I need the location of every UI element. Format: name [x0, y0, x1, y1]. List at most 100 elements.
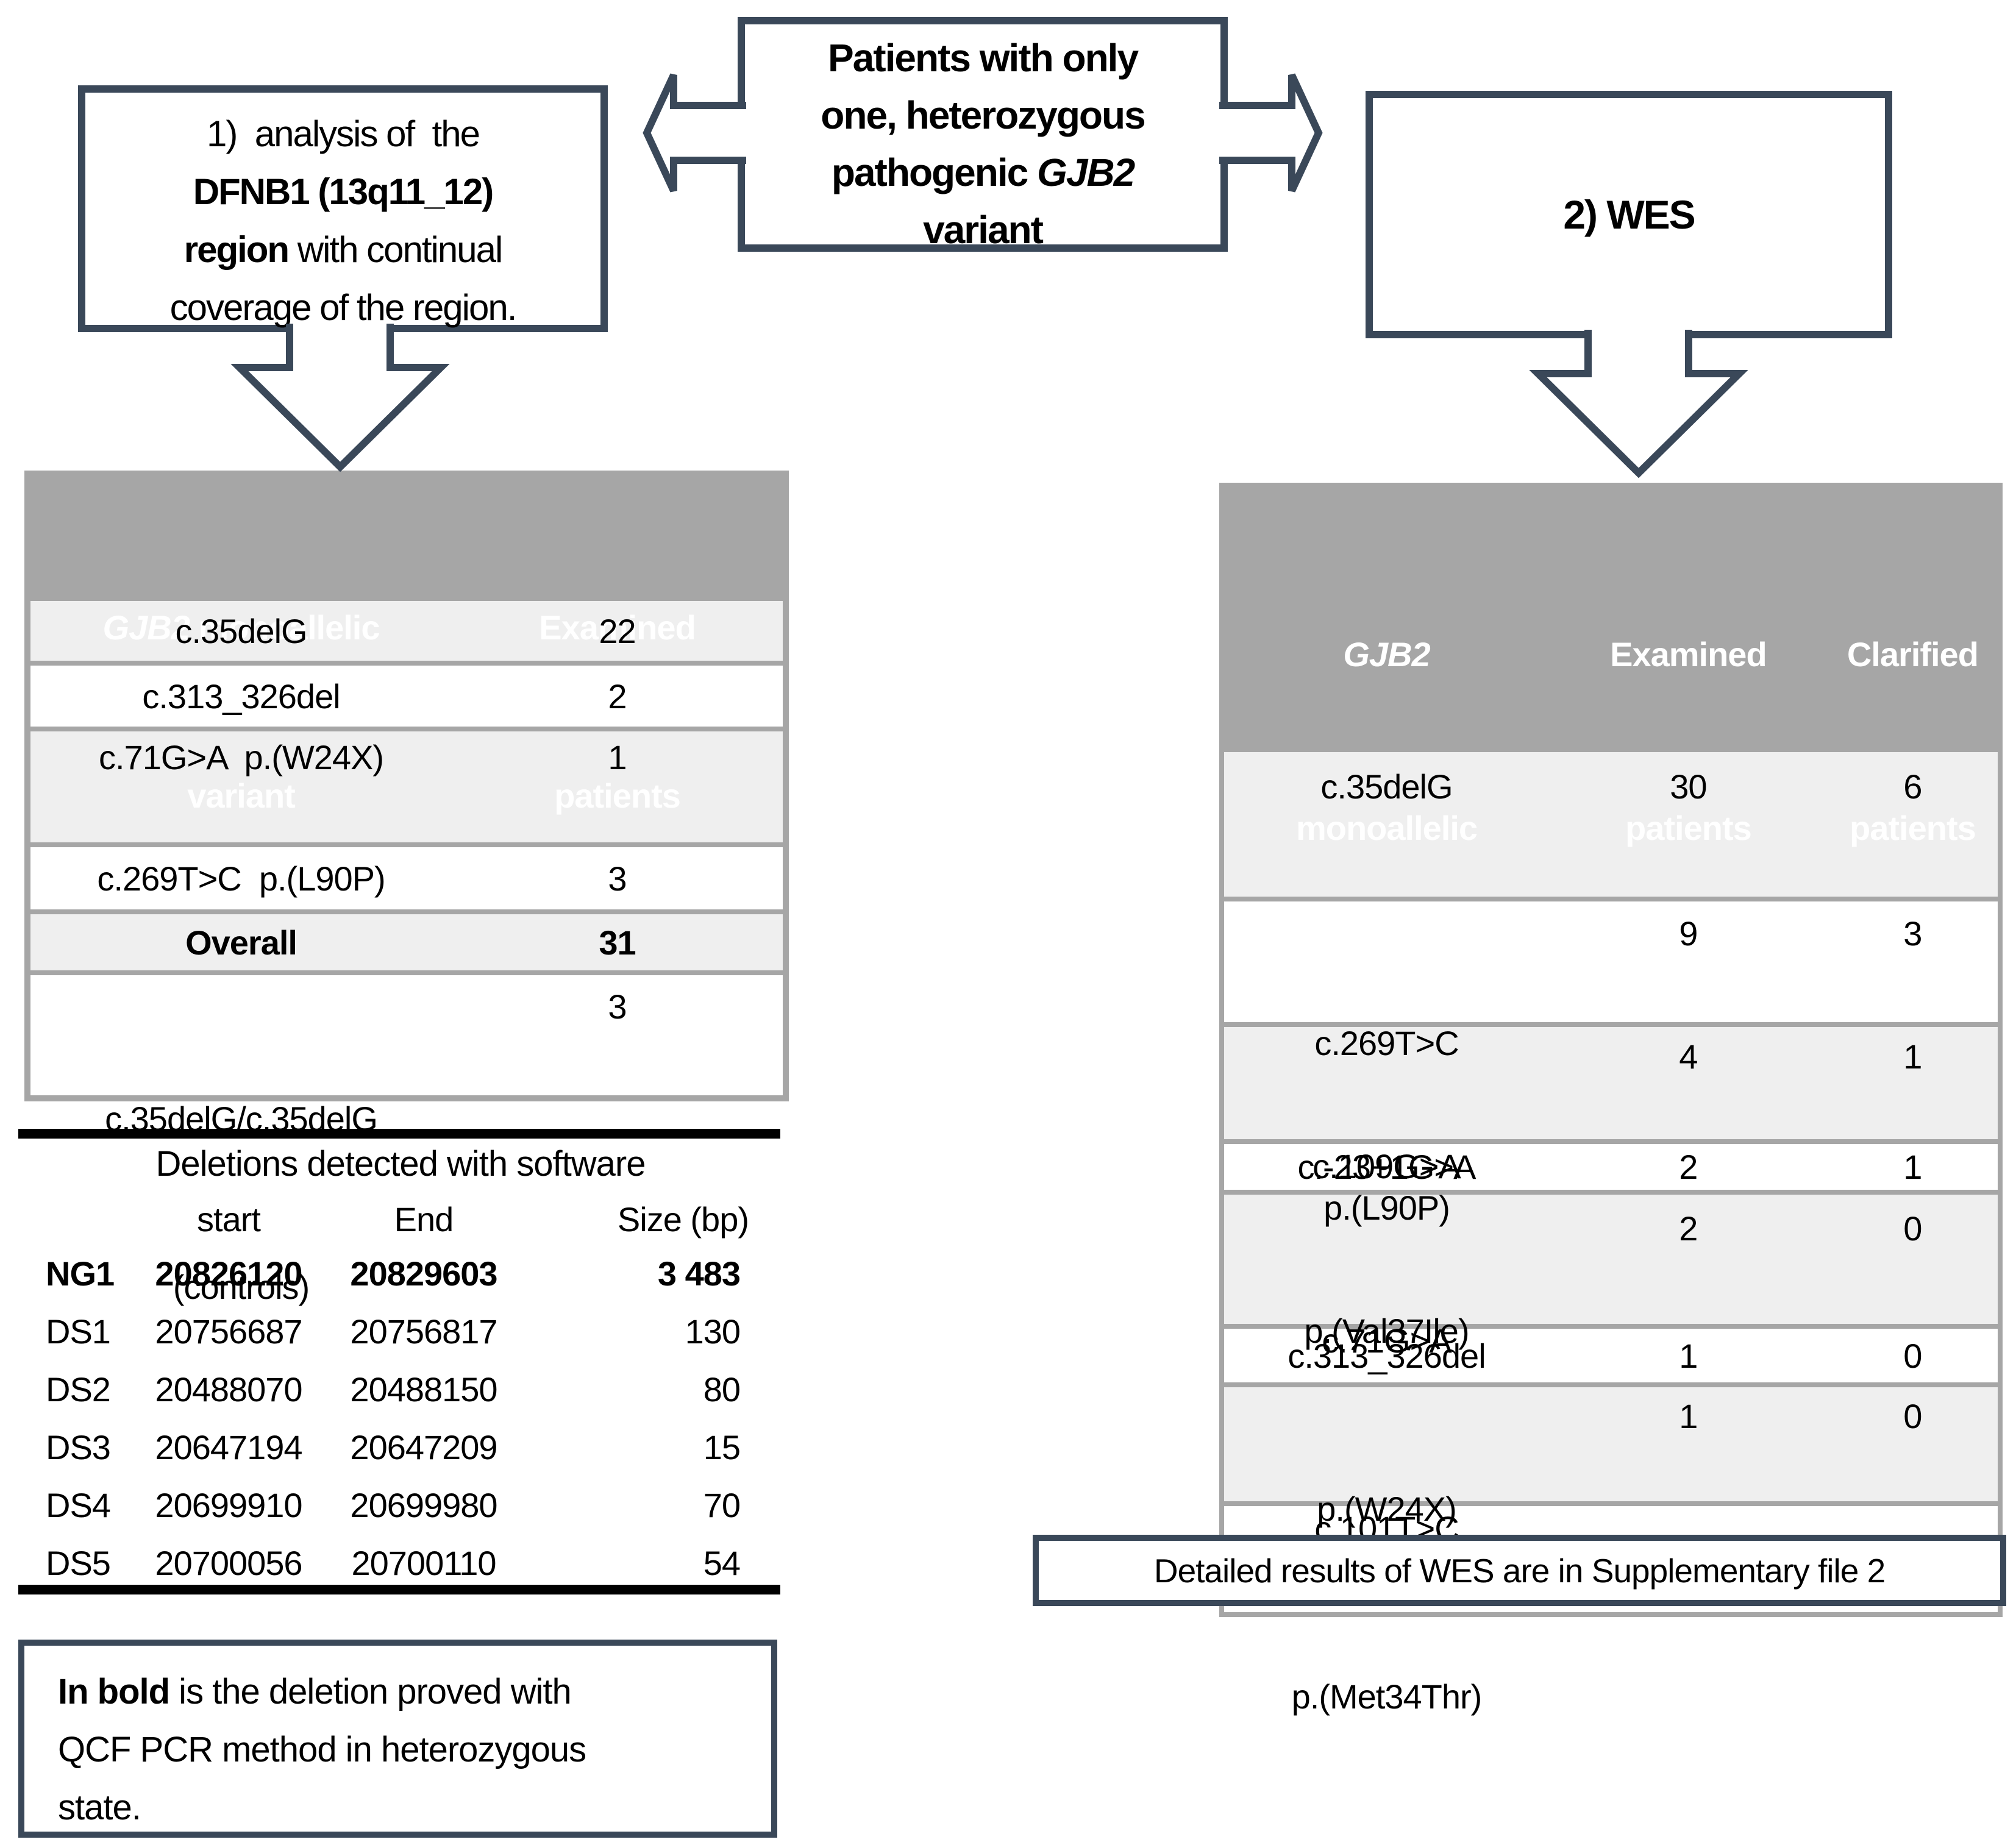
- clarified-cell: 1: [1903, 1148, 1922, 1186]
- arrow-down-left-icon: [230, 324, 450, 472]
- wes-header-examined: Examined patients: [1549, 510, 1828, 847]
- deletion-end: 20700110: [351, 1544, 497, 1582]
- left-box-line1: 1) analysis of the: [207, 113, 480, 154]
- deletion-start: 20699910: [155, 1486, 302, 1524]
- table-row: c.35delG 22: [30, 596, 783, 661]
- clarified-cell: 3: [1903, 914, 1922, 953]
- deletion-name: DS4: [46, 1486, 111, 1524]
- variant-line1: c.35delG/c.35delG: [105, 1100, 378, 1138]
- arrow-right-icon: [1219, 73, 1323, 193]
- note-line1-rest: is the deletion proved with: [169, 1672, 572, 1712]
- deletion-size: 54: [703, 1544, 741, 1582]
- examined-cell: 22: [599, 611, 636, 650]
- deletions-rows: NG1 20826120 20829603 3 483 DS1 20756687…: [24, 1245, 777, 1592]
- table-row: c.269T>C p.(L90P) 3: [30, 842, 783, 909]
- wes-table-header: GJB2 monoallelic variant Examined patien…: [1224, 488, 1998, 1021]
- deletions-header-row: start End Size (bp): [24, 1196, 777, 1243]
- deletion-end: 20829603: [350, 1254, 497, 1293]
- variant-line2: p.(Val37Ile): [1304, 1312, 1469, 1350]
- note-line3: state.: [58, 1788, 141, 1827]
- deletion-name: NG1: [46, 1254, 115, 1293]
- bold-deletion-note-box: In bold is the deletion proved with QCF …: [18, 1640, 777, 1838]
- wes-header-variant: GJB2 monoallelic variant: [1224, 510, 1549, 1021]
- deletion-start: 20488070: [155, 1370, 302, 1409]
- deletions-top-rule: [18, 1129, 780, 1139]
- variant-line1: c.71G>A: [1322, 1321, 1451, 1360]
- variant-cell: c.35delG: [175, 611, 307, 650]
- top-center-box: Patients with only one, heterozygous pat…: [738, 17, 1228, 252]
- deletion-end: 20488150: [350, 1370, 497, 1409]
- table-row: c.71G>A p.(W24X) 1: [30, 727, 783, 842]
- deletion-row: DS2 20488070 20488150 80: [24, 1360, 777, 1418]
- examined-cell: 2: [1679, 1148, 1698, 1186]
- variant-line2: p.(L90P): [1323, 1189, 1450, 1227]
- top-box-line1: Patients with only: [827, 36, 1139, 80]
- deletion-name: DS1: [46, 1312, 111, 1351]
- variant-cell: Overall: [185, 923, 297, 962]
- table-row: c.269T>C p.(L90P) 9 3: [1224, 897, 1998, 1227]
- deletion-end: 20699980: [350, 1486, 497, 1524]
- clarified-cell: 0: [1903, 1397, 1922, 1435]
- clarified-cell: 6: [1903, 767, 1922, 806]
- clarified-cell: 0: [1903, 1336, 1922, 1375]
- deletions-header-size: Size (bp): [617, 1200, 749, 1239]
- deletion-row: DS3 20647194 20647209 15: [24, 1418, 777, 1476]
- deletion-start: 20826120: [155, 1254, 302, 1293]
- wes-header-examined-line1: Examined: [1610, 635, 1767, 674]
- deletion-row: DS5 20700056 20700110 54: [24, 1534, 777, 1592]
- left-box-line3: region with continual: [85, 221, 600, 279]
- variant-line2: p.(W24X): [1317, 1490, 1456, 1528]
- wes-header-clarified-line2: patients: [1850, 809, 1976, 847]
- deletions-header-start: start: [197, 1200, 261, 1239]
- left-header-examined: Examined: [539, 608, 696, 647]
- variant-cell: c.35delG: [1320, 767, 1453, 806]
- deletions-header-end: End: [394, 1200, 454, 1239]
- examined-cell: 3: [608, 987, 627, 1026]
- examined-cell: 31: [599, 923, 636, 962]
- deletion-name: DS5: [46, 1544, 111, 1582]
- variant-line1: c.109G>A: [1313, 1147, 1461, 1186]
- wes-box-label: 2) WES: [1563, 192, 1695, 237]
- wes-results-table: GJB2 monoallelic variant Examined patien…: [1219, 483, 2003, 1716]
- variant-line2: (controls): [173, 1268, 310, 1306]
- wes-note-text: Detailed results of WES are in Supplemen…: [1153, 1551, 1886, 1590]
- left-box-region-bold: region: [183, 229, 290, 270]
- table-row: c.109G>A p.(Val37Ile) 4 1: [1224, 1022, 1998, 1350]
- clarified-cell: 0: [1903, 1209, 1922, 1248]
- wes-header-monoallelic: monoallelic: [1295, 809, 1478, 847]
- wes-supplementary-note-box: Detailed results of WES are in Supplemen…: [1033, 1535, 2006, 1606]
- deletion-start: 20756687: [155, 1312, 302, 1351]
- left-table-header-examined: Examined patients: [452, 488, 783, 815]
- deletion-start: 20700056: [155, 1544, 302, 1582]
- left-header-line1: GJB2 monoallelic: [30, 600, 452, 656]
- deletion-size: 70: [703, 1486, 741, 1524]
- examined-cell: 1: [608, 738, 627, 777]
- variant-cell: c.109G>A p.(Val37Ile): [1224, 1029, 1549, 1468]
- deletion-size: 15: [703, 1428, 741, 1466]
- deletions-bottom-rule: [18, 1585, 780, 1594]
- variant-cell: c.269T>C p.(L90P): [1224, 906, 1549, 1345]
- left-box-line3-rest: with continual: [288, 229, 504, 270]
- wes-header-examined-line2: patients: [1625, 809, 1752, 847]
- examined-cell: 1: [1679, 1336, 1698, 1375]
- wes-method-box: 2) WES: [1366, 91, 1892, 338]
- deletion-size: 130: [685, 1312, 741, 1351]
- variant-cell: c.71G>A p.(W24X): [1224, 1201, 1549, 1649]
- note-line2: QCF PCR method in heterozygous: [58, 1730, 586, 1769]
- table-row: c.101T>C p.(Met34Thr) 1 0: [1224, 1382, 1998, 1716]
- deletion-row: DS1 20756687 20756817 130: [24, 1303, 777, 1360]
- examined-cell: 9: [1679, 914, 1698, 953]
- table-row: c.71G>A p.(W24X) 2 0: [1224, 1190, 1998, 1528]
- deletions-title: Deletions detected with software: [155, 1144, 646, 1184]
- arrow-down-right-icon: [1529, 330, 1748, 478]
- variant-cell: c.71G>A p.(W24X): [99, 738, 384, 777]
- deletion-name: DS3: [46, 1428, 111, 1466]
- table-row-overall: Overall 31: [30, 909, 783, 970]
- gjb2-gene-italic: GJB2: [1036, 151, 1135, 194]
- deletion-row-ng1: NG1 20826120 20829603 3 483: [24, 1245, 777, 1303]
- deletion-end: 20647209: [350, 1428, 497, 1466]
- gjb2-gene-italic: GJB2: [1343, 635, 1430, 674]
- gjb2-gene-italic: GJB2: [102, 608, 190, 647]
- variant-cell: c.313_326del: [142, 677, 340, 716]
